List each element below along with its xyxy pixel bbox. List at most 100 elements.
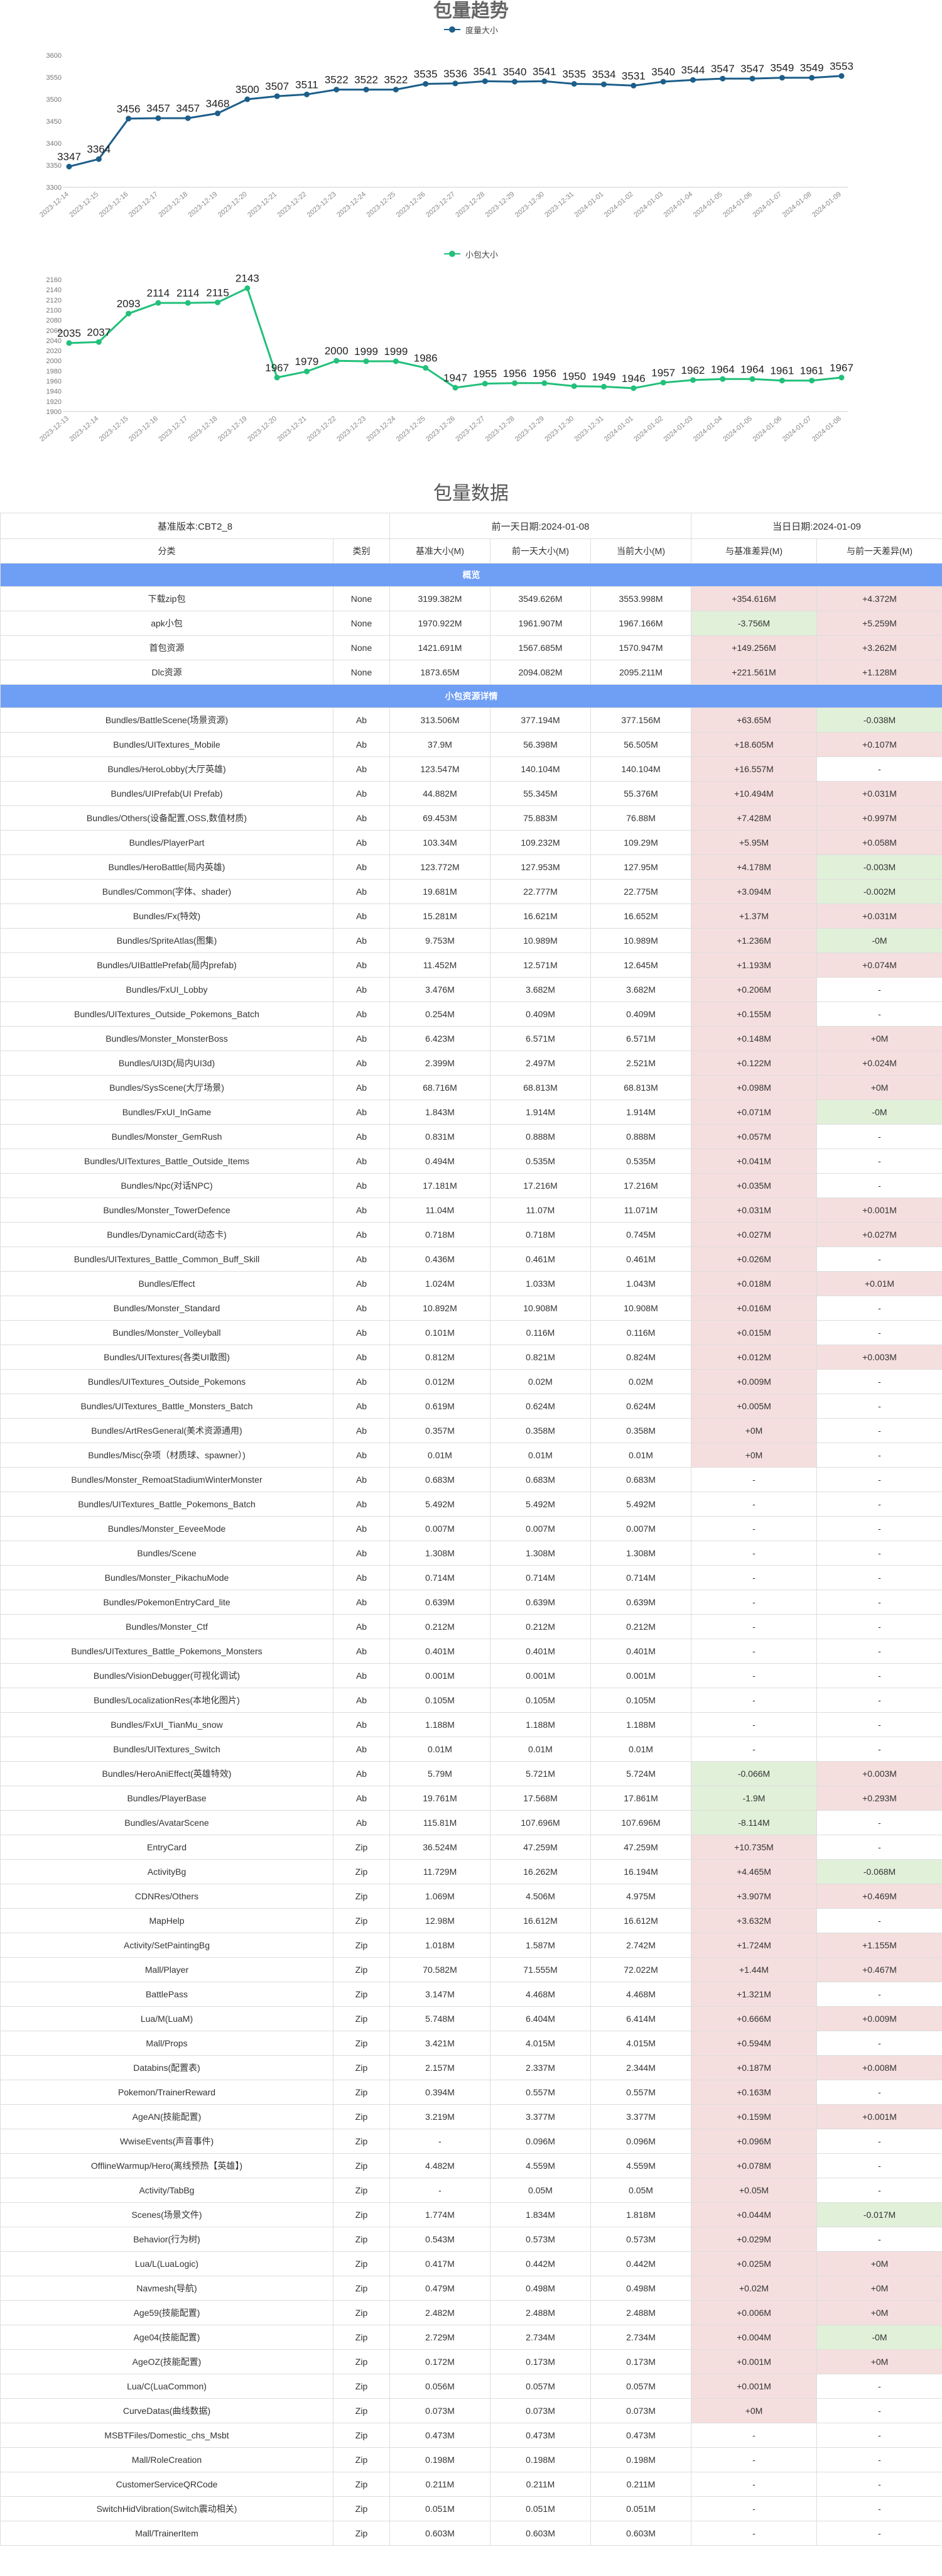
diff-base-cell: +1.37M bbox=[691, 903, 818, 929]
curr-size-cell: 0.211M bbox=[590, 2472, 692, 2497]
data-label: 3531 bbox=[622, 70, 646, 82]
base-size-cell: 19.761M bbox=[389, 1786, 491, 1811]
curr-size-cell: 2.734M bbox=[590, 2325, 692, 2350]
type-cell: Zip bbox=[332, 2521, 391, 2546]
diff-prev-cell: - bbox=[816, 1810, 942, 1835]
diff-prev-cell: - bbox=[816, 2521, 942, 2546]
table-row: Bundles/Monster_RemoatStadiumWinterMonst… bbox=[0, 1467, 942, 1492]
curr-size-cell: 2095.211M bbox=[590, 660, 692, 685]
prev-size-cell: 6.404M bbox=[490, 2006, 592, 2031]
category-cell: Age04(技能配置) bbox=[0, 2325, 333, 2350]
table-row: Bundles/PokemonEntryCard_lite Ab 0.639M 0.6… bbox=[0, 1590, 942, 1615]
type-cell: None bbox=[332, 586, 391, 611]
type-cell: Ab bbox=[332, 1124, 391, 1149]
type-cell: Ab bbox=[332, 1639, 391, 1664]
prev-size-cell: 0.007M bbox=[490, 1516, 592, 1541]
category-cell: Bundles/Monster_RemoatStadiumWinterMonst… bbox=[0, 1467, 333, 1492]
data-point bbox=[333, 357, 340, 364]
table-row: EntryCard Zip 36.524M 47.259M 47.259M +10.735… bbox=[0, 1835, 942, 1860]
table-row: Bundles/SpriteAtlas(图集) Ab 9.753M 10.989M 10… bbox=[0, 928, 942, 953]
x-tick-label: 2024-01-04 bbox=[663, 190, 695, 219]
prev-size-cell: 1.914M bbox=[490, 1100, 592, 1125]
category-cell: Bundles/HeroAniEffect(英雄特效) bbox=[0, 1761, 333, 1786]
data-label: 1949 bbox=[592, 371, 616, 383]
diff-prev-cell: - bbox=[816, 1124, 942, 1149]
prev-size-cell: 1.033M bbox=[490, 1271, 592, 1296]
base-size-cell: 0.473M bbox=[389, 2423, 491, 2448]
x-tick-label: 2023-12-21 bbox=[276, 415, 308, 443]
data-point bbox=[155, 115, 161, 121]
prev-size-cell: 17.216M bbox=[490, 1173, 592, 1198]
data-label: 3511 bbox=[295, 79, 318, 90]
x-tick-label: 2023-12-22 bbox=[276, 190, 308, 219]
type-cell: Ab bbox=[332, 1590, 391, 1615]
curr-size-cell: 1967.166M bbox=[590, 611, 692, 636]
category-cell: Dlc资源 bbox=[0, 660, 333, 685]
chart-1-legend[interactable]: 度量大小 bbox=[0, 23, 942, 36]
diff-prev-cell: - bbox=[816, 1639, 942, 1664]
x-tick-label: 2024-01-03 bbox=[632, 190, 664, 219]
diff-prev-cell: +0.107M bbox=[816, 732, 942, 757]
y-tick-label: 3550 bbox=[46, 74, 62, 82]
base-size-cell: 10.892M bbox=[389, 1296, 491, 1321]
type-cell: Zip bbox=[332, 1982, 391, 2007]
base-size-cell: 1.774M bbox=[389, 2202, 491, 2227]
table-row: Mall/Player Zip 70.582M 71.555M 72.022M +1.44… bbox=[0, 1957, 942, 1982]
legend-line-icon bbox=[443, 26, 460, 33]
curr-size-cell: 0.051M bbox=[590, 2496, 692, 2521]
curr-size-cell: 0.639M bbox=[590, 1590, 692, 1615]
type-cell: Ab bbox=[332, 756, 391, 782]
group-title: 小包资源详情 bbox=[0, 684, 942, 708]
type-cell: Ab bbox=[332, 1516, 391, 1541]
curr-size-cell: 11.071M bbox=[590, 1198, 692, 1223]
data-label: 3549 bbox=[800, 62, 824, 74]
category-cell: Bundles/UITextures(各类UI散图) bbox=[0, 1345, 333, 1370]
curr-size-cell: 0.105M bbox=[590, 1688, 692, 1713]
base-size-cell: 1.018M bbox=[389, 1933, 491, 1958]
x-tick-label: 2023-12-17 bbox=[127, 190, 160, 219]
diff-base-cell: +0.159M bbox=[691, 2104, 818, 2129]
curr-size-cell: 107.696M bbox=[590, 1810, 692, 1835]
data-point bbox=[392, 358, 399, 364]
diff-prev-cell: - bbox=[816, 1149, 942, 1174]
prev-size-cell: 0.603M bbox=[490, 2521, 592, 2546]
category-cell: Bundles/UITextures_Battle_Outside_Items bbox=[0, 1149, 333, 1174]
category-cell: Bundles/Monster_Standard bbox=[0, 1296, 333, 1321]
x-tick-label: 2023-12-25 bbox=[365, 190, 397, 219]
header-cell: 类别 bbox=[332, 538, 391, 564]
prev-size-cell: 10.989M bbox=[490, 928, 592, 953]
diff-base-cell: +0.012M bbox=[691, 1345, 818, 1370]
x-tick-label: 2023-12-17 bbox=[157, 415, 189, 443]
table-row: SwitchHidVibration(Switch震动相关) Zip 0.051M 0… bbox=[0, 2496, 942, 2521]
diff-prev-cell: - bbox=[816, 2227, 942, 2252]
curr-size-cell: 10.989M bbox=[590, 928, 692, 953]
prev-size-cell: 0.573M bbox=[490, 2227, 592, 2252]
base-size-cell: 0.357M bbox=[389, 1418, 491, 1443]
category-cell: Bundles/HeroBattle(局内英雄) bbox=[0, 854, 333, 880]
prev-size-cell: 0.001M bbox=[490, 1663, 592, 1688]
base-size-cell: 0.619M bbox=[389, 1394, 491, 1419]
diff-prev-cell: -0M bbox=[816, 1100, 942, 1125]
diff-prev-cell: +0.001M bbox=[816, 2104, 942, 2129]
chart-2-legend[interactable]: 小包大小 bbox=[0, 247, 942, 261]
category-cell: Bundles/Monster_TowerDefence bbox=[0, 1198, 333, 1223]
chart-2-section: 小包大小 1900 1920 1940 1960 1980 2000 2020 2040 206… bbox=[0, 247, 942, 471]
diff-base-cell: +10.494M bbox=[691, 781, 818, 806]
table-row: Bundles/Npc(对话NPC) Ab 17.181M 17.216M 17.216… bbox=[0, 1173, 942, 1198]
type-cell: Ab bbox=[332, 1001, 391, 1027]
diff-prev-cell: +0.031M bbox=[816, 903, 942, 929]
table-row: Bundles/Others(设备配置,OSS,数值材质) Ab 69.453M 75… bbox=[0, 805, 942, 831]
curr-size-cell: 17.861M bbox=[590, 1786, 692, 1811]
category-cell: Databins(配置表) bbox=[0, 2055, 333, 2080]
base-size-cell: 17.181M bbox=[389, 1173, 491, 1198]
type-cell: Ab bbox=[332, 1712, 391, 1737]
data-label: 3540 bbox=[651, 66, 675, 78]
diff-base-cell: +0.029M bbox=[691, 2227, 818, 2252]
data-label: 1957 bbox=[651, 367, 675, 379]
diff-base-cell: +0.155M bbox=[691, 1001, 818, 1027]
category-cell: Bundles/SysScene(大厅场景) bbox=[0, 1075, 333, 1100]
curr-size-cell: 1.308M bbox=[590, 1541, 692, 1566]
data-label: 3544 bbox=[681, 64, 705, 76]
line-chart-apk-size: 1900 1920 1940 1960 1980 2000 2020 2040 2060 2080… bbox=[38, 273, 853, 444]
curr-size-cell: 3553.998M bbox=[590, 586, 692, 611]
